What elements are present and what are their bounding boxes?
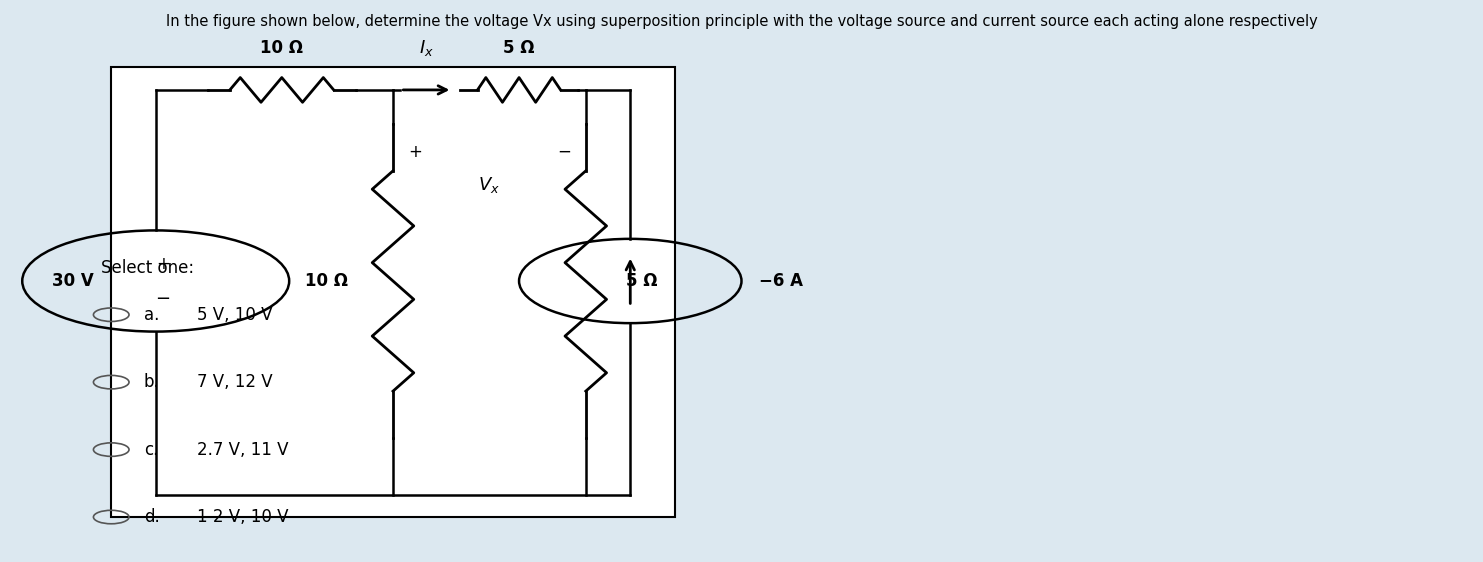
Text: $\mathit{I}_x$: $\mathit{I}_x$ — [418, 38, 435, 58]
Text: 10 Ω: 10 Ω — [261, 39, 303, 57]
FancyBboxPatch shape — [111, 67, 675, 517]
Text: 5 Ω: 5 Ω — [503, 39, 535, 57]
Text: 5 V, 10 V: 5 V, 10 V — [197, 306, 273, 324]
Text: a.: a. — [144, 306, 159, 324]
Text: +: + — [156, 255, 171, 273]
Text: d.: d. — [144, 508, 160, 526]
Text: In the figure shown below, determine the voltage Vx using superposition principl: In the figure shown below, determine the… — [166, 14, 1317, 29]
Text: +: + — [408, 143, 421, 161]
Text: Select one:: Select one: — [101, 259, 194, 277]
Text: 2.7 V, 11 V: 2.7 V, 11 V — [197, 441, 289, 459]
Text: −: − — [558, 143, 571, 161]
Text: 10 Ω: 10 Ω — [305, 272, 347, 290]
Text: 5 Ω: 5 Ω — [626, 272, 658, 290]
Text: 1 2 V, 10 V: 1 2 V, 10 V — [197, 508, 289, 526]
Text: −6 A: −6 A — [759, 272, 804, 290]
Text: −: − — [156, 290, 171, 308]
Text: 7 V, 12 V: 7 V, 12 V — [197, 373, 273, 391]
Text: 30 V: 30 V — [52, 272, 93, 290]
Text: c.: c. — [144, 441, 159, 459]
Text: $\mathit{V}_x$: $\mathit{V}_x$ — [479, 175, 500, 196]
Text: b.: b. — [144, 373, 160, 391]
